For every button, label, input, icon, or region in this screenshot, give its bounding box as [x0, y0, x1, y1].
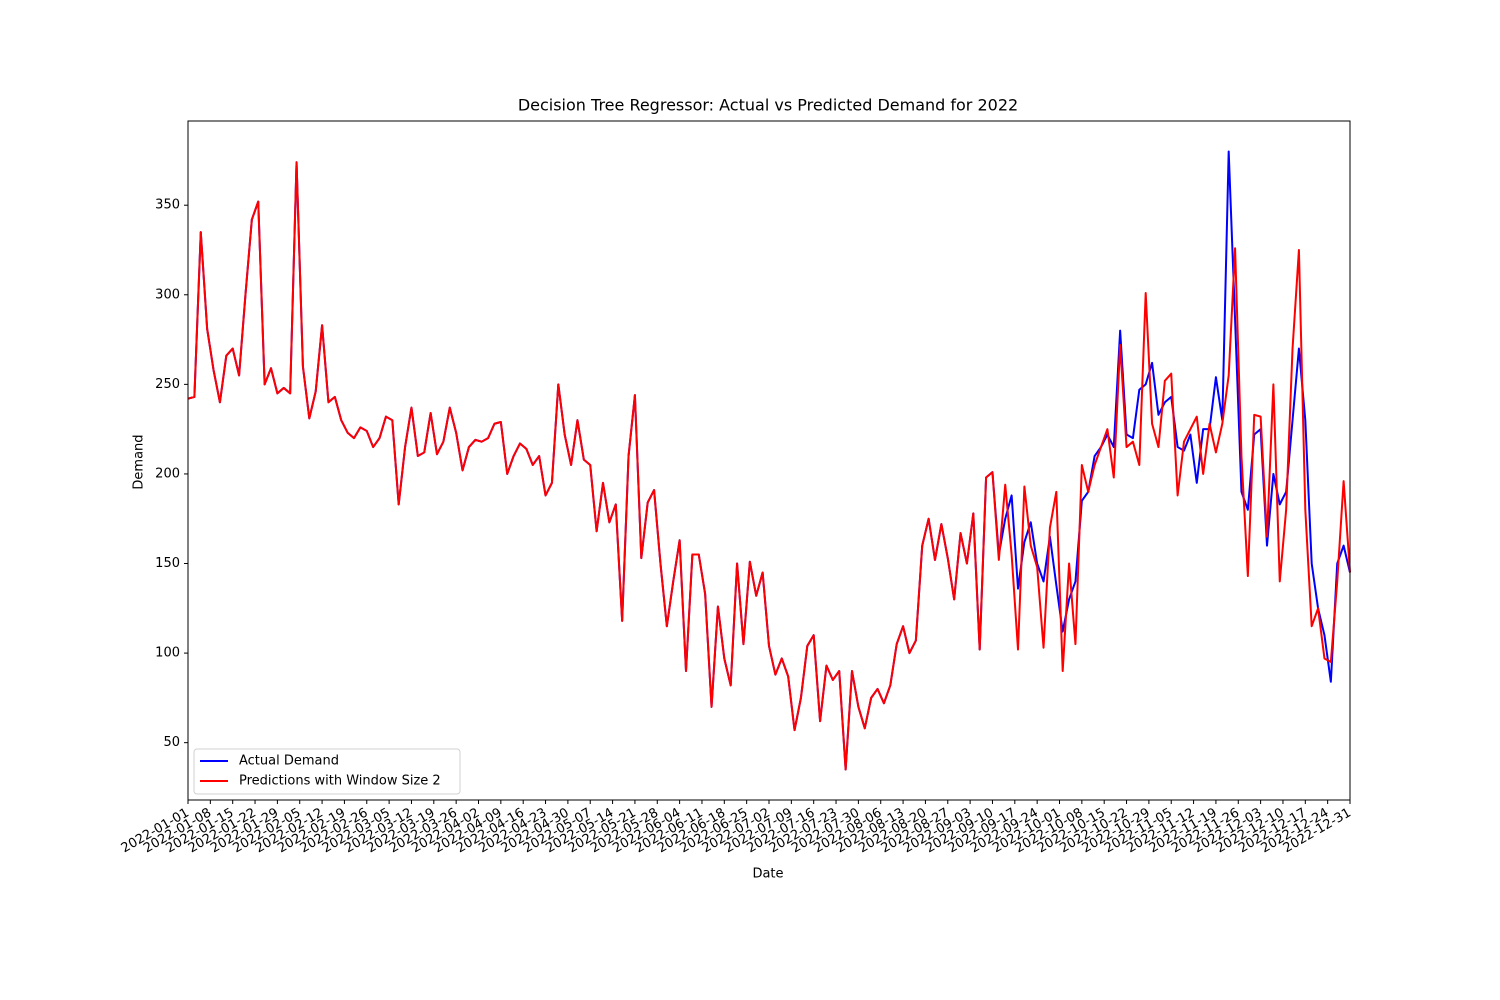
y-axis-label: Demand [132, 434, 147, 489]
data-line [187, 161, 1351, 771]
y-tick-label: 350 [155, 198, 180, 213]
y-tick-label: 200 [155, 466, 180, 481]
y-tick-label: 50 [163, 735, 180, 750]
legend: Actual Demand Predictions with Window Siz… [193, 748, 461, 795]
legend-label: Predictions with Window Size 2 [239, 774, 441, 789]
y-tick-label: 300 [155, 287, 180, 302]
legend-box [193, 748, 461, 795]
legend-label: Actual Demand [239, 754, 339, 769]
x-axis-label: Date [752, 867, 783, 882]
y-tick-label: 250 [155, 377, 180, 392]
y-tick-label: 150 [155, 556, 180, 571]
y-tick-label: 100 [155, 646, 180, 661]
chart-title: Decision Tree Regressor: Actual vs Predi… [518, 96, 1018, 115]
